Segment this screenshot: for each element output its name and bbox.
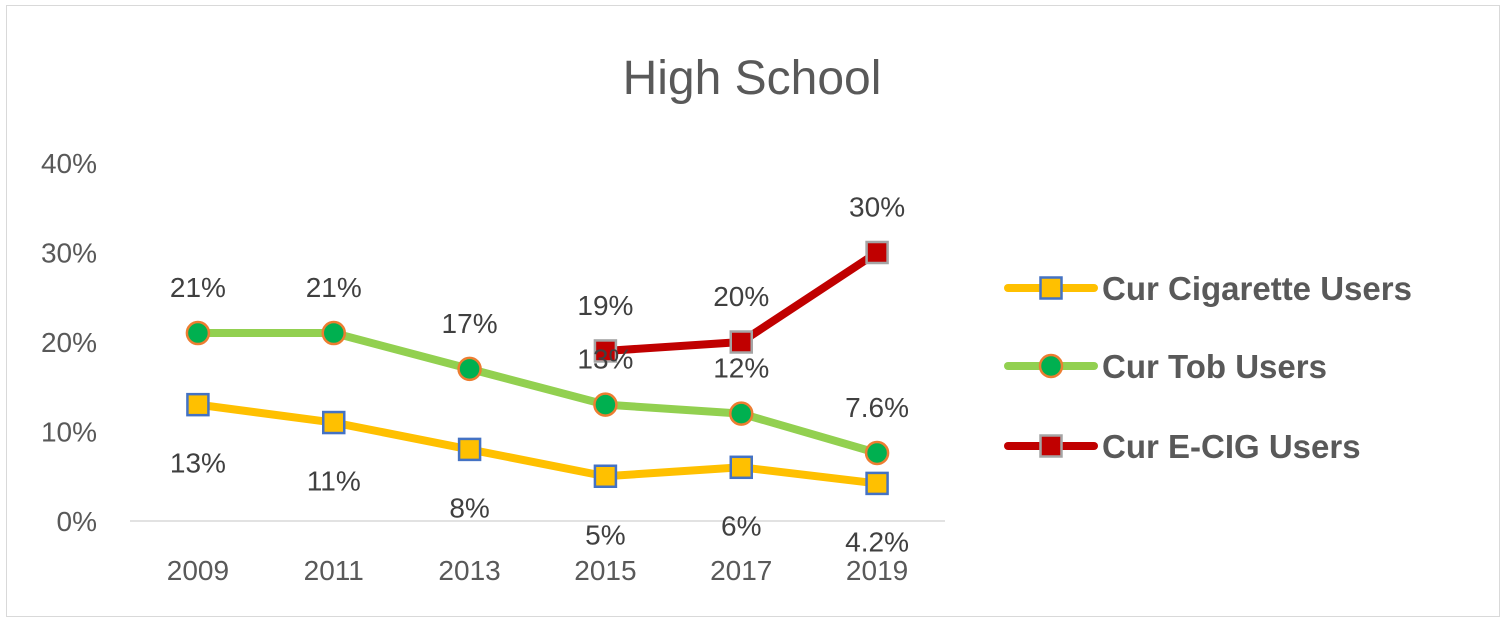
data-label: 5% xyxy=(585,519,625,550)
data-point xyxy=(593,339,618,363)
axes: 0% 10% 20% 30% 40% 2009 2011 2013 2015 2017 2019 xyxy=(41,148,945,586)
data-label: 4.2% xyxy=(845,526,909,557)
chart-title: High School xyxy=(623,52,882,105)
y-tick-label: 30% xyxy=(41,238,97,269)
chart-area xyxy=(6,5,1500,617)
x-tick-label: 2009 xyxy=(167,555,229,586)
y-tick-label: 20% xyxy=(41,327,97,358)
legend-marker xyxy=(1039,434,1063,458)
legend-marker xyxy=(1038,353,1064,379)
data-label: 30% xyxy=(849,192,905,223)
legend-label: Cur Tob Users xyxy=(1102,348,1327,385)
data-label: 13% xyxy=(170,448,226,479)
data-point xyxy=(593,392,618,417)
series-layer xyxy=(185,240,890,496)
data-point xyxy=(865,240,889,265)
series-cur-tob-users xyxy=(185,320,890,466)
data-label: 17% xyxy=(442,308,498,339)
series-cur-e-cig-users xyxy=(593,240,889,363)
data-label: 19% xyxy=(577,290,633,321)
y-tick-label: 10% xyxy=(41,417,97,448)
data-point xyxy=(321,320,346,346)
data-label: 21% xyxy=(306,272,362,303)
data-label: 13% xyxy=(577,344,633,375)
legend-marker xyxy=(1039,276,1063,300)
data-label: 8% xyxy=(449,492,489,523)
data-point xyxy=(457,437,482,462)
data-label: 11% xyxy=(307,466,361,497)
data-point xyxy=(864,440,890,466)
y-tick-label: 0% xyxy=(57,506,97,537)
data-point xyxy=(729,455,753,480)
data-point xyxy=(729,330,753,354)
data-point xyxy=(457,356,482,382)
data-label: 20% xyxy=(713,281,769,312)
y-tick-label: 40% xyxy=(41,148,97,179)
data-label: 7.6% xyxy=(845,392,909,423)
x-tick-label: 2011 xyxy=(304,555,364,586)
legend-label: Cur Cigarette Users xyxy=(1102,270,1412,307)
x-tick-label: 2013 xyxy=(438,555,500,586)
data-label: 12% xyxy=(713,353,769,384)
series-line xyxy=(193,329,882,457)
data-point xyxy=(865,471,889,496)
data-point xyxy=(322,410,346,435)
legend-item: Cur Cigarette Users xyxy=(1004,270,1412,307)
legend-label: Cur E-CIG Users xyxy=(1102,428,1361,465)
data-label: 21% xyxy=(170,272,226,303)
x-tick-label: 2015 xyxy=(574,555,636,586)
data-label: 6% xyxy=(721,510,761,541)
series-line xyxy=(193,400,882,488)
data-labels: 13% 11% 8% 5% 6% 4.2% 21% 21% 17% 13% 12% 7.6% 19% 20… xyxy=(170,192,909,558)
legend-item: Cur Tob Users xyxy=(1004,348,1327,385)
data-point xyxy=(593,464,618,488)
legend: Cur Cigarette Users Cur Tob Users Cur E-CI… xyxy=(1004,270,1412,465)
legend-item: Cur E-CIG Users xyxy=(1004,428,1361,465)
series-cur-cigarette-users xyxy=(186,392,889,496)
x-tick-label: 2017 xyxy=(710,555,772,586)
data-point xyxy=(729,401,754,426)
data-point xyxy=(186,392,210,417)
x-tick-label: 2019 xyxy=(846,555,908,586)
data-point xyxy=(185,320,211,346)
